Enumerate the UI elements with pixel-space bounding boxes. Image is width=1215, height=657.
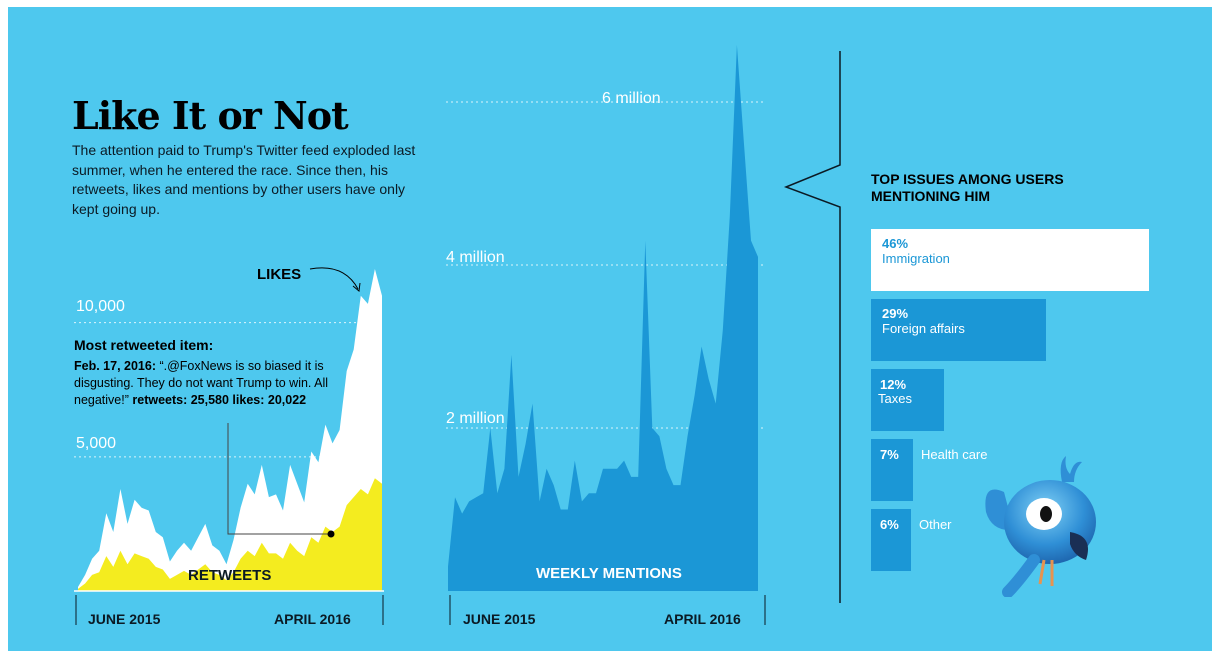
likes-area — [78, 269, 382, 591]
intro-text: The attention paid to Trump's Twitter fe… — [72, 142, 416, 217]
retweets-area — [78, 478, 382, 591]
issue-label: Foreign affairs — [882, 321, 965, 336]
issue-label: Health care — [921, 447, 988, 462]
mid-tick-4m: 4 million — [446, 249, 505, 266]
most-retweeted-title: Most retweeted item: — [74, 337, 214, 353]
annotation-marker — [327, 530, 335, 538]
infographic: Like It or Not The attention paid to Tru… — [8, 7, 1212, 651]
mid-x-start: JUNE 2015 — [463, 611, 536, 627]
mid-x-end: APRIL 2016 — [664, 611, 741, 627]
note-quote: “.@FoxNews is so biased it is disgusting… — [74, 359, 329, 407]
left-tick-5000: 5,000 — [76, 435, 117, 452]
mid-tick-6m: 6 million — [602, 90, 661, 107]
retweets-label: RETWEETS — [188, 567, 272, 584]
issue-percent: 7% — [880, 447, 899, 462]
issue-percent: 12% — [880, 377, 907, 392]
issue-percent: 6% — [880, 517, 899, 532]
mid-tick-2m: 2 million — [446, 410, 505, 427]
page-title: Like It or Not — [72, 93, 349, 138]
issue-bar — [871, 439, 913, 501]
weekly-mentions-label: WEEKLY MENTIONS — [536, 565, 682, 582]
note-date: Feb. 17, 2016: — [74, 359, 156, 373]
annotation-leader-line — [227, 423, 331, 535]
bird-icon — [985, 456, 1096, 597]
issue-label: Immigration — [882, 251, 950, 266]
note-stats: retweets: 25,580 likes: 20,022 — [132, 393, 307, 407]
left-tick-10000: 10,000 — [76, 298, 125, 315]
left-x-start: JUNE 2015 — [88, 611, 161, 627]
likes-arrow-head — [352, 282, 361, 292]
issue-bar — [871, 509, 911, 571]
issue-percent: 29% — [882, 306, 909, 321]
likes-retweets-chart — [74, 267, 384, 625]
issue-bar — [871, 229, 1149, 291]
issue-percent: 46% — [882, 236, 909, 251]
most-retweeted-text: Feb. 17, 2016: “.@FoxNews is so biased i… — [74, 358, 352, 409]
left-x-end: APRIL 2016 — [274, 611, 351, 627]
weekly-mentions-chart — [446, 45, 766, 625]
weekly-mentions-area — [448, 45, 758, 591]
likes-label: LIKES — [257, 266, 302, 283]
issue-bar — [871, 369, 944, 431]
issue-label: Other — [919, 517, 952, 532]
bracket-divider — [783, 51, 841, 603]
issues-title: TOP ISSUES AMONG USERS MENTIONING HIM — [871, 171, 1064, 204]
likes-arrow — [309, 267, 359, 290]
issue-bar — [871, 299, 1046, 361]
issue-label: Taxes — [878, 391, 912, 406]
